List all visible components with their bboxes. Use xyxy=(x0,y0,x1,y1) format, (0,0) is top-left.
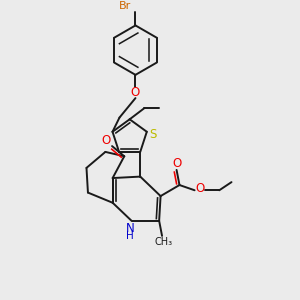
Text: Br: Br xyxy=(119,1,131,11)
Text: O: O xyxy=(172,157,181,170)
Text: S: S xyxy=(149,128,157,141)
Text: N: N xyxy=(126,221,134,235)
Text: O: O xyxy=(195,182,204,195)
Text: O: O xyxy=(131,86,140,99)
Text: H: H xyxy=(126,231,134,241)
Text: CH₃: CH₃ xyxy=(154,237,172,247)
Text: O: O xyxy=(102,134,111,147)
